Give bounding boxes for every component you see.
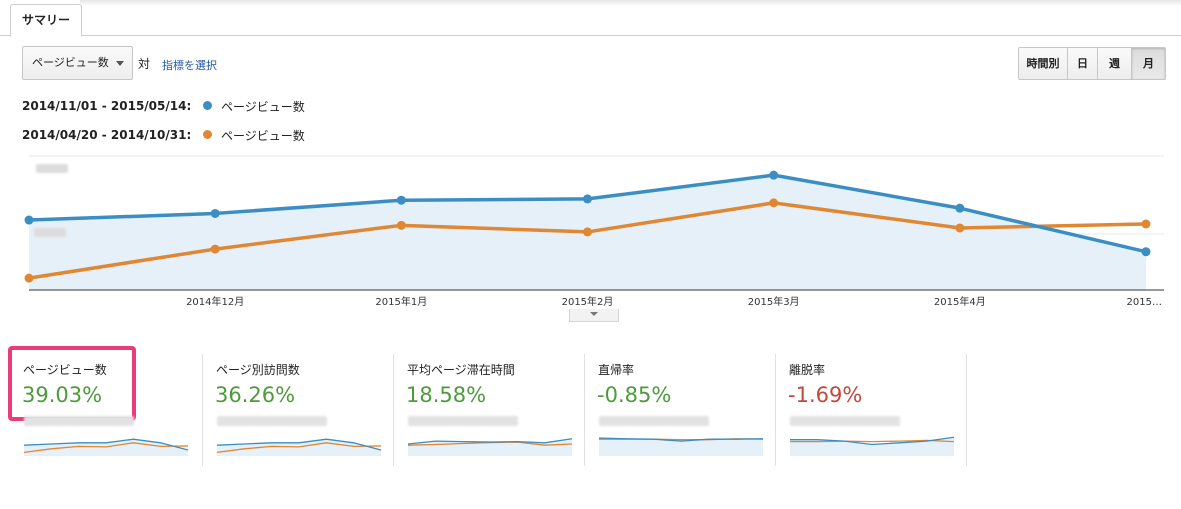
metric-card-value: 39.03% — [22, 383, 103, 407]
data-point-current — [769, 170, 779, 180]
metric-select[interactable]: ページビュー数 — [22, 46, 133, 80]
legend-previous-dot — [203, 130, 212, 139]
data-point-previous — [396, 220, 406, 230]
metric-card-label: 離脱率 — [789, 363, 826, 377]
metric-card-label: ページ別訪問数 — [216, 363, 300, 377]
tab-summary[interactable]: サマリー — [10, 4, 82, 37]
data-point-current — [583, 194, 592, 204]
sparkline — [598, 437, 764, 456]
x-tick-label: 2015年2月 — [562, 295, 614, 308]
legend-previous-name: ページビュー数 — [221, 129, 305, 143]
sparkline — [216, 438, 382, 456]
period-week-button[interactable]: 週 — [1097, 48, 1131, 79]
tab-bar: サマリー — [0, 0, 1181, 37]
data-point-previous — [769, 198, 779, 208]
legend-current-range: 2014/11/01 - 2015/05/14: — [22, 99, 192, 113]
card-divider — [966, 354, 967, 466]
chevron-down-icon — [116, 61, 124, 66]
x-tick-label: 2014年12月 — [186, 295, 244, 308]
data-point-previous — [210, 244, 220, 254]
metric-select-value: ページビュー数 — [32, 56, 109, 69]
metric-card-pageviews[interactable]: ページビュー数 39.03% — [10, 350, 203, 466]
data-point-previous — [1141, 219, 1151, 229]
sparkline — [407, 438, 573, 456]
sparkline-previous — [216, 442, 382, 454]
period-toggle: 時間別 日 週 月 — [1018, 47, 1166, 80]
data-point-previous — [955, 223, 965, 233]
metric-card-subvalue — [24, 416, 134, 426]
metric-card-avg-time[interactable]: 平均ページ滞在時間 18.58% — [394, 350, 585, 466]
y-axis-label-top — [36, 164, 68, 173]
metric-card-subvalue — [408, 416, 518, 426]
sparkline-current — [598, 437, 764, 442]
data-point-current — [396, 195, 406, 205]
x-tick-label: 2015年1月 — [375, 295, 427, 308]
data-point-current — [955, 203, 965, 213]
vs-label: 対 — [138, 57, 151, 71]
card-divider — [202, 354, 203, 466]
chart-expand-toggle[interactable] — [569, 309, 619, 322]
x-tick-label: 2015… — [1127, 297, 1162, 308]
card-divider — [775, 354, 776, 466]
sparkline-current — [407, 438, 573, 445]
legend-current-name: ページビュー数 — [221, 100, 305, 114]
legend-current-dot — [203, 101, 212, 110]
metric-card-label: 平均ページ滞在時間 — [407, 363, 515, 377]
metric-card-value: 18.58% — [406, 383, 487, 407]
expand-arrow-icon — [590, 312, 598, 316]
metric-card-subvalue — [217, 416, 327, 426]
x-tick-label: 2015年4月 — [934, 295, 986, 308]
card-divider — [584, 354, 585, 466]
sparkline-previous — [23, 442, 189, 454]
period-month-button[interactable]: 月 — [1131, 48, 1165, 79]
metric-card-value: -1.69% — [788, 383, 863, 407]
sparkline-previous — [790, 439, 955, 443]
legend-previous-range: 2014/04/20 - 2014/10/31: — [22, 128, 192, 142]
period-hourly-button[interactable]: 時間別 — [1019, 48, 1067, 79]
metric-card-pages-per-visit[interactable]: ページ別訪問数 36.26% — [203, 350, 394, 466]
sparkline-area — [217, 439, 381, 456]
pick-metric-link[interactable]: 指標を選択 — [162, 59, 217, 72]
metric-card-exit-rate[interactable]: 離脱率 -1.69% — [776, 350, 967, 466]
sparkline — [23, 438, 189, 456]
pageview-line-chart: 2014年12月 2015年1月 2015年2月 2015年3月 2015年4月 2015… — [24, 155, 1164, 308]
card-divider — [393, 354, 394, 466]
data-point-current — [210, 208, 220, 218]
sparkline — [790, 436, 955, 456]
tab-bar-shadow — [80, 0, 1181, 6]
metric-card-label: ページビュー数 — [23, 363, 107, 377]
sparkline-area — [599, 438, 763, 456]
sparkline-area — [24, 439, 188, 456]
metric-card-value: 36.26% — [215, 383, 296, 407]
sparkline-current — [790, 436, 955, 446]
metric-card-label: 直帰率 — [598, 363, 635, 377]
metric-card-subvalue — [599, 416, 709, 426]
sparkline-current — [23, 438, 189, 451]
data-point-previous — [583, 227, 592, 237]
metric-card-subvalue — [790, 416, 900, 426]
metric-card-value: -0.85% — [597, 383, 672, 407]
sparkline-current — [216, 438, 382, 451]
period-day-button[interactable]: 日 — [1067, 48, 1097, 79]
data-point-current — [24, 215, 34, 225]
y-axis-label-mid — [34, 228, 66, 237]
x-tick-label: 2015年3月 — [748, 295, 800, 308]
data-point-previous — [24, 273, 34, 283]
data-point-current — [1141, 247, 1151, 257]
metric-card-bounce-rate[interactable]: 直帰率 -0.85% — [585, 350, 776, 466]
